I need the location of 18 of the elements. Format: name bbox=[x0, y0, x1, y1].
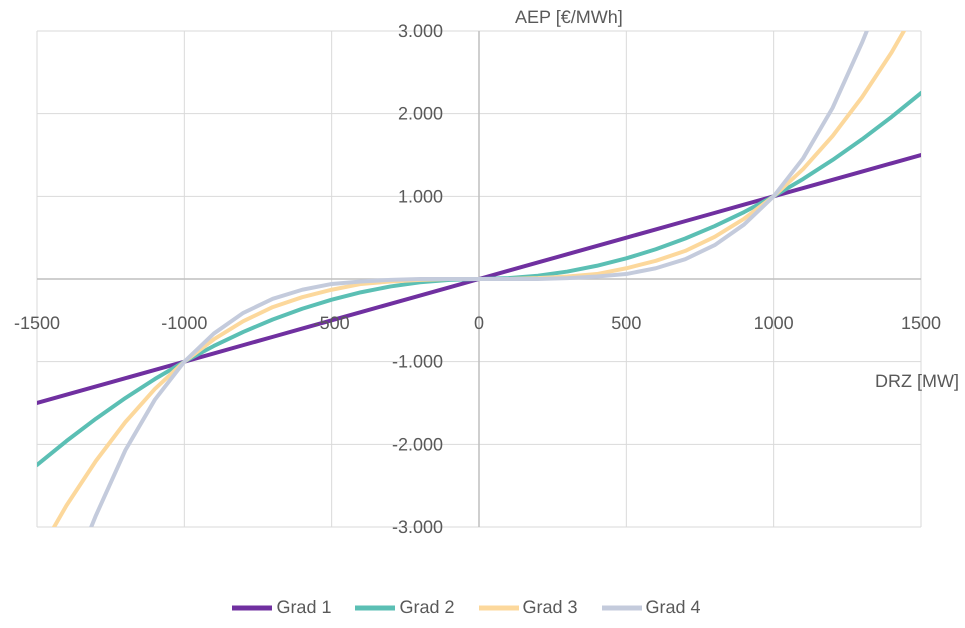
y-tick-label: -2.000 bbox=[392, 434, 443, 454]
legend-label: Grad 3 bbox=[522, 596, 578, 617]
y-tick-label: -3.000 bbox=[392, 517, 443, 537]
x-tick-label: 1500 bbox=[900, 313, 942, 333]
y-tick-label: -1.000 bbox=[392, 352, 443, 372]
x-tick-label: 500 bbox=[611, 313, 642, 333]
legend-label: Grad 1 bbox=[276, 596, 332, 617]
y-tick-label: 1.000 bbox=[398, 186, 443, 206]
y-tick-label: 2.000 bbox=[398, 104, 443, 124]
x-axis-title: DRZ [MW] bbox=[875, 371, 959, 392]
x-tick-label: -1000 bbox=[161, 313, 208, 333]
x-tick-label: 0 bbox=[474, 313, 484, 333]
legend-label: Grad 4 bbox=[646, 596, 701, 617]
x-tick-label: -1500 bbox=[14, 313, 60, 333]
y-tick-label: 3.000 bbox=[398, 21, 443, 41]
y-axis-title: AEP [€/MWh] bbox=[515, 6, 624, 29]
legend-label: Grad 2 bbox=[399, 596, 454, 617]
x-tick-label: 1000 bbox=[754, 313, 794, 333]
